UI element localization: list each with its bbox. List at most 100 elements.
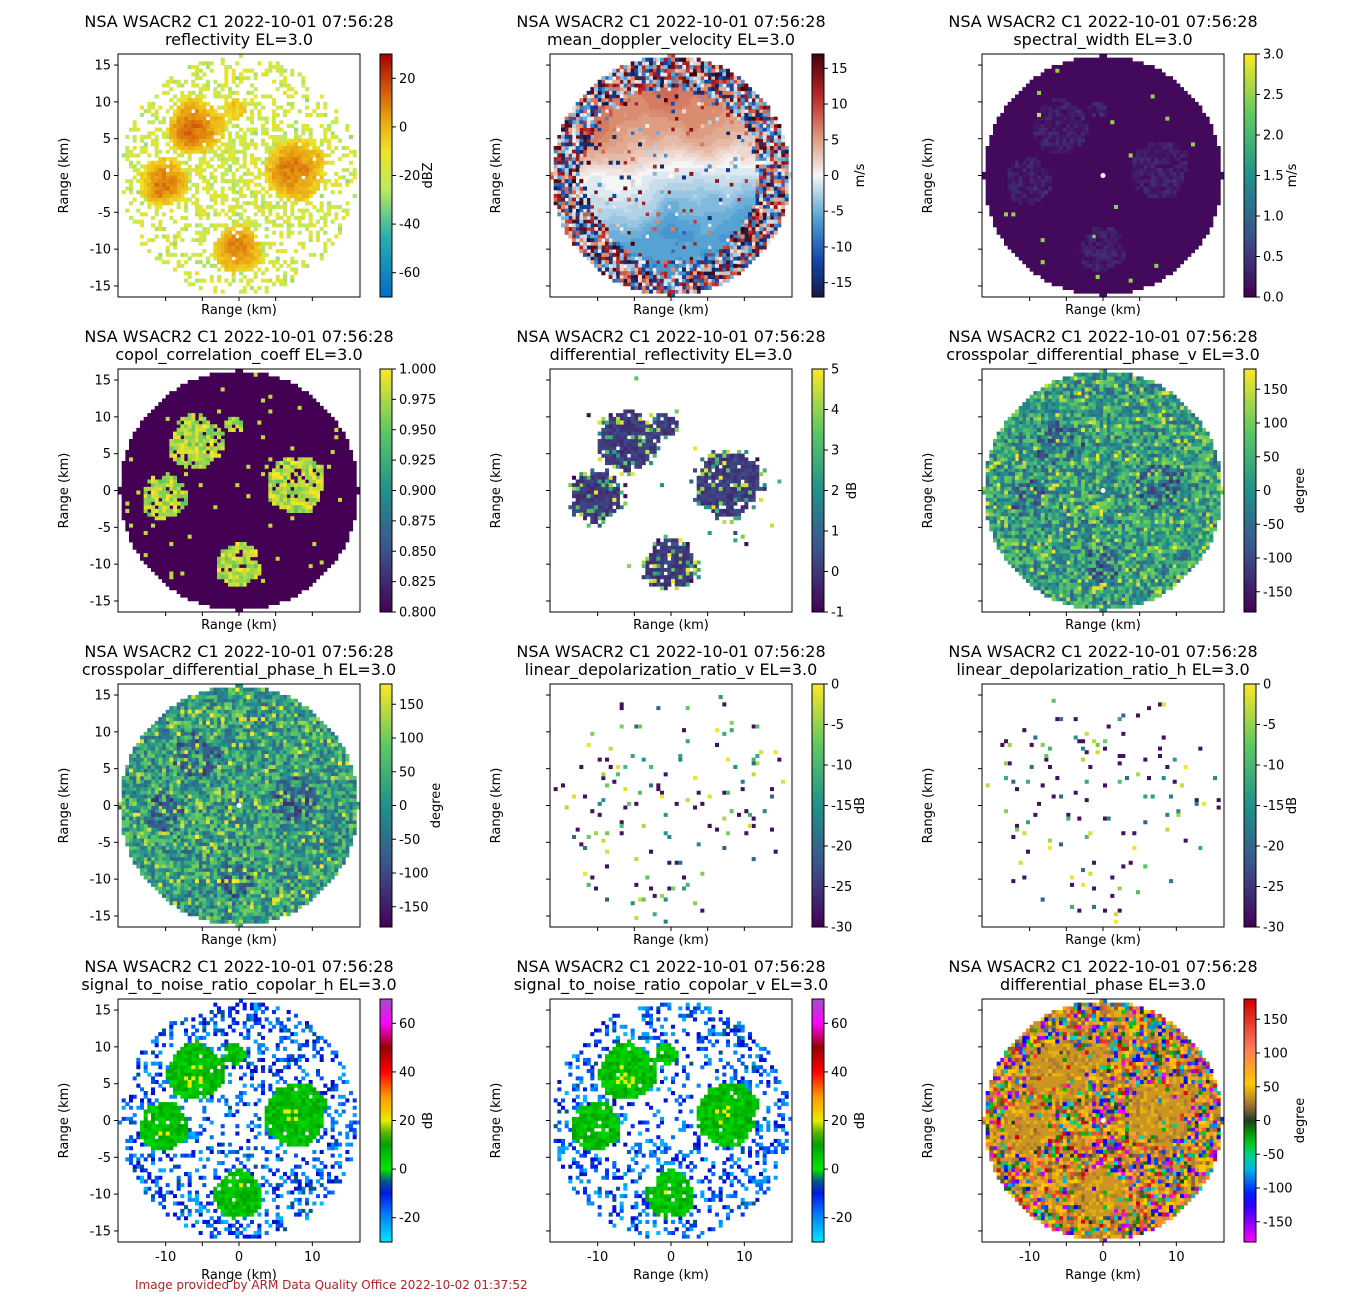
panel-subtitle: differential_reflectivity EL=3.0 bbox=[550, 345, 793, 365]
radar-cells bbox=[1084, 834, 1089, 839]
radar-cells bbox=[572, 1043, 753, 1221]
colorbar bbox=[811, 683, 825, 928]
radar-cells bbox=[125, 372, 343, 583]
x-tick-label: 10 bbox=[736, 1250, 753, 1265]
radar-cells bbox=[136, 695, 335, 906]
radar-panel: NSA WSACR2 C1 2022-10-01 07:56:28signal_… bbox=[57, 957, 436, 1283]
radar-cells bbox=[638, 790, 650, 880]
radar-image bbox=[982, 999, 1224, 1242]
footer-credit: Image provided by ARM Data Quality Offic… bbox=[135, 1278, 528, 1292]
radar-cells bbox=[557, 65, 789, 279]
colorbar-tick-label: 100 bbox=[399, 732, 424, 747]
radar-cells bbox=[121, 698, 354, 924]
colorbar-tick-label: 2.5 bbox=[1263, 88, 1284, 103]
panel-title: NSA WSACR2 C1 2022-10-01 07:56:28 bbox=[516, 957, 825, 976]
radar-cells bbox=[594, 772, 665, 898]
y-tick-label: 15 bbox=[94, 59, 111, 74]
colorbar-tick-label: 20 bbox=[399, 1114, 416, 1129]
radar-cells bbox=[693, 720, 734, 906]
y-tick-label: -10 bbox=[90, 243, 111, 258]
colorbar-tick-label: 100 bbox=[1263, 417, 1288, 432]
y-axis-label: Range (km) bbox=[489, 1083, 504, 1159]
x-tick-label: 0 bbox=[235, 1250, 243, 1265]
radar-image bbox=[553, 1002, 792, 1239]
radar-cells bbox=[151, 109, 313, 265]
x-axis-label: Range (km) bbox=[201, 933, 277, 948]
colorbar-tick-label: -100 bbox=[1263, 1182, 1293, 1197]
colorbar-tick-label: 0 bbox=[831, 565, 839, 580]
radar-cells bbox=[129, 687, 354, 924]
radar-cells bbox=[682, 695, 723, 891]
y-tick-label: 0 bbox=[103, 484, 111, 499]
y-tick-label: 5 bbox=[103, 447, 111, 462]
colorbar-label: degree bbox=[1293, 1098, 1308, 1144]
colorbar-tick-label: -60 bbox=[399, 266, 420, 281]
radar-cells bbox=[125, 54, 357, 290]
colorbar-tick-label: 50 bbox=[1263, 450, 1280, 465]
colorbar-tick-label: 0 bbox=[831, 169, 839, 184]
radar-cells bbox=[1048, 746, 1071, 821]
y-tick-label: -15 bbox=[90, 1224, 111, 1239]
x-axis-label: Range (km) bbox=[1065, 933, 1141, 948]
x-tick-label: -10 bbox=[587, 1250, 608, 1265]
colorbar bbox=[811, 998, 825, 1243]
y-tick-label: 15 bbox=[94, 374, 111, 389]
colorbar-tick-label: 1 bbox=[831, 525, 839, 540]
colorbar-tick-label: -30 bbox=[1263, 921, 1284, 936]
radar-panel: NSA WSACR2 C1 2022-10-01 07:56:28crosspo… bbox=[921, 327, 1308, 633]
radar-cells bbox=[1095, 739, 1108, 747]
colorbar-tick-label: 150 bbox=[1263, 1013, 1288, 1028]
radar-cells bbox=[678, 860, 683, 865]
y-tick-label: -15 bbox=[90, 279, 111, 294]
panel-title: NSA WSACR2 C1 2022-10-01 07:56:28 bbox=[516, 642, 825, 661]
radar-center-dot bbox=[668, 173, 674, 178]
radar-panel: NSA WSACR2 C1 2022-10-01 07:56:28crosspo… bbox=[57, 642, 444, 948]
radar-image bbox=[121, 54, 357, 294]
panel-subtitle: signal_to_noise_ratio_copolar_h EL=3.0 bbox=[81, 975, 396, 995]
radar-image bbox=[550, 54, 792, 297]
y-tick-label: -10 bbox=[90, 558, 111, 573]
radar-cells bbox=[660, 728, 720, 799]
panel-subtitle: copol_correlation_coeff EL=3.0 bbox=[115, 345, 362, 365]
colorbar-tick-label: 0.875 bbox=[399, 514, 436, 529]
radar-cells bbox=[572, 413, 756, 583]
radar-cells bbox=[143, 420, 321, 587]
x-axis-label: Range (km) bbox=[633, 303, 709, 318]
panel-subtitle: crosspolar_differential_phase_v EL=3.0 bbox=[946, 345, 1260, 365]
x-axis-label: Range (km) bbox=[1065, 618, 1141, 633]
colorbar-tick-label: -10 bbox=[1263, 759, 1284, 774]
radar-cells bbox=[641, 706, 734, 902]
colorbar-tick-label: 40 bbox=[831, 1065, 848, 1080]
colorbar-tick-label: 150 bbox=[399, 698, 424, 713]
y-axis-label: Range (km) bbox=[921, 768, 936, 844]
colorbar-tick-label: 0.800 bbox=[399, 606, 436, 621]
colorbar-tick-label: -15 bbox=[831, 276, 852, 291]
colorbar-tick-label: -100 bbox=[399, 867, 429, 882]
colorbar-tick-label: -15 bbox=[831, 799, 852, 814]
radar-cells bbox=[561, 65, 789, 287]
panel-title: NSA WSACR2 C1 2022-10-01 07:56:28 bbox=[84, 12, 393, 31]
radar-cells bbox=[121, 687, 354, 920]
colorbar-tick-label: 0.825 bbox=[399, 575, 436, 590]
radar-cells bbox=[996, 1013, 1214, 1235]
y-tick-label: 15 bbox=[94, 1004, 111, 1019]
y-tick-label: -5 bbox=[98, 206, 111, 221]
colorbar-tick-label: -50 bbox=[399, 833, 420, 848]
radar-cells bbox=[572, 54, 786, 294]
radar-image bbox=[568, 376, 782, 591]
radar-cells bbox=[162, 709, 350, 906]
radar-panel: NSA WSACR2 C1 2022-10-01 07:56:28signal_… bbox=[489, 957, 868, 1283]
radar-cells bbox=[678, 739, 690, 758]
y-tick-label: 5 bbox=[103, 762, 111, 777]
colorbar-tick-label: 50 bbox=[1263, 1080, 1280, 1095]
colorbar-tick-label: 0 bbox=[399, 120, 407, 135]
radar-cells bbox=[572, 1043, 760, 1217]
x-tick-label: 0 bbox=[667, 1250, 675, 1265]
axes-frame bbox=[981, 683, 1225, 928]
colorbar-label: dB bbox=[853, 797, 868, 814]
y-axis-label: Range (km) bbox=[921, 453, 936, 529]
panel-title: NSA WSACR2 C1 2022-10-01 07:56:28 bbox=[84, 642, 393, 661]
colorbar bbox=[379, 683, 393, 928]
radar-cells bbox=[118, 369, 360, 612]
